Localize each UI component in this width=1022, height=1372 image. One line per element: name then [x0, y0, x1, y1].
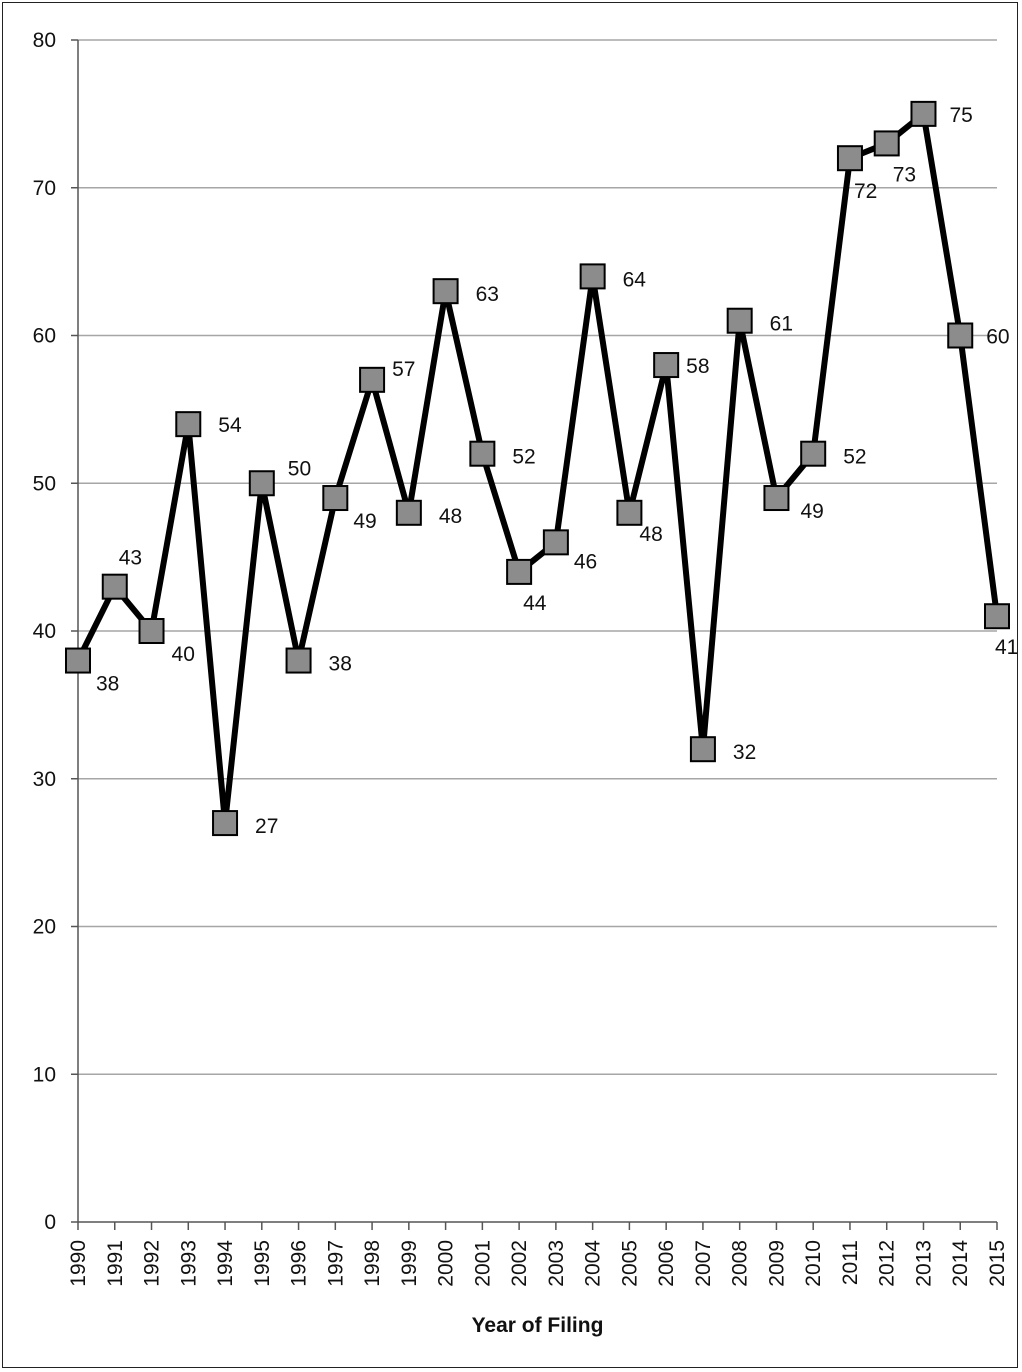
data-label-2007: 32: [733, 741, 756, 764]
data-point-1995: [248, 470, 275, 497]
x-tick-label-1993: 1993: [177, 1240, 200, 1287]
data-point-2014: [947, 322, 974, 349]
data-label-2009: 49: [800, 500, 823, 523]
data-label-2012: 73: [893, 163, 916, 186]
data-label-1994: 27: [255, 815, 278, 838]
data-label-1993: 54: [218, 414, 242, 437]
data-point-2013: [910, 100, 937, 127]
y-tick-label-50: 50: [33, 472, 56, 495]
y-tick-label-20: 20: [33, 916, 56, 939]
data-point-1997: [322, 485, 349, 512]
data-label-1999: 48: [439, 505, 462, 528]
data-point-2015: [984, 603, 1010, 630]
data-point-2005: [616, 499, 643, 526]
x-tick-label-2006: 2006: [655, 1240, 678, 1287]
data-label-1996: 38: [329, 653, 352, 676]
data-point-2012: [873, 130, 900, 157]
data-label-1992: 40: [172, 643, 195, 666]
y-tick-label-40: 40: [33, 620, 56, 643]
data-point-1990: [65, 647, 91, 674]
data-label-1991: 43: [119, 547, 142, 570]
y-tick-label-60: 60: [33, 325, 56, 348]
x-tick-label-1991: 1991: [104, 1240, 127, 1287]
x-tick-label-2015: 2015: [986, 1240, 1009, 1287]
data-point-1994: [212, 810, 239, 837]
data-point-2010: [800, 440, 827, 467]
y-tick-label-30: 30: [33, 768, 56, 791]
data-point-1999: [395, 499, 422, 526]
data-point-2009: [763, 485, 790, 512]
data-point-1991: [101, 573, 128, 600]
data-label-2003: 46: [574, 550, 597, 573]
x-tick-label-2007: 2007: [692, 1240, 715, 1287]
x-tick-label-2000: 2000: [435, 1240, 458, 1287]
x-tick-label-2004: 2004: [582, 1240, 605, 1287]
data-label-2000: 63: [476, 283, 499, 306]
data-label-2002: 44: [523, 592, 547, 615]
x-tick-label-1994: 1994: [214, 1240, 237, 1287]
x-tick-label-2002: 2002: [508, 1240, 531, 1287]
x-tick-label-2012: 2012: [876, 1240, 899, 1287]
x-tick-label-2010: 2010: [802, 1240, 825, 1287]
data-label-2015: 41: [995, 636, 1018, 659]
x-tick-label-1999: 1999: [398, 1240, 421, 1287]
data-label-2010: 52: [843, 446, 866, 469]
data-label-2001: 52: [512, 446, 535, 469]
data-label-1995: 50: [288, 457, 311, 480]
x-tick-label-1998: 1998: [361, 1240, 384, 1287]
data-point-2006: [653, 352, 680, 379]
data-point-1998: [359, 366, 386, 393]
x-tick-label-2013: 2013: [912, 1240, 935, 1287]
x-tick-label-1990: 1990: [67, 1240, 90, 1287]
data-label-2014: 60: [986, 326, 1009, 349]
x-tick-label-2001: 2001: [471, 1240, 494, 1287]
data-point-2000: [432, 278, 459, 305]
x-tick-label-2011: 2011: [839, 1240, 862, 1285]
x-tick-label-1992: 1992: [141, 1240, 164, 1287]
data-point-2001: [469, 440, 496, 467]
data-point-1993: [175, 411, 202, 438]
data-point-1996: [285, 647, 312, 674]
x-tick-label-1995: 1995: [251, 1240, 274, 1287]
y-tick-label-0: 0: [44, 1211, 56, 1234]
data-label-2013: 75: [949, 104, 972, 127]
data-point-2008: [726, 307, 753, 334]
y-tick-label-10: 10: [33, 1063, 56, 1086]
x-tick-label-2003: 2003: [545, 1240, 568, 1287]
x-axis-title: Year of Filing: [472, 1314, 604, 1337]
data-point-1992: [138, 618, 165, 644]
data-label-1998: 57: [392, 358, 415, 381]
y-tick-label-80: 80: [33, 29, 56, 52]
x-tick-label-2005: 2005: [618, 1240, 641, 1287]
series-line: [75, 108, 1000, 824]
data-point-2002: [506, 558, 533, 585]
x-tick-label-1996: 1996: [288, 1240, 311, 1287]
data-label-1997: 49: [353, 510, 376, 533]
data-label-2005: 48: [639, 523, 662, 546]
data-point-2011: [836, 145, 863, 172]
data-point-2007: [689, 736, 716, 763]
data-label-2008: 61: [770, 313, 793, 336]
data-label-1990: 38: [96, 673, 119, 696]
y-tick-label-70: 70: [33, 177, 56, 200]
x-tick-label-2014: 2014: [949, 1240, 972, 1287]
data-label-2006: 58: [686, 355, 709, 378]
data-label-2004: 64: [623, 268, 647, 291]
data-label-2011: 72: [854, 180, 877, 203]
data-point-2003: [542, 529, 569, 556]
data-point-2004: [579, 263, 606, 290]
x-tick-label-1997: 1997: [324, 1240, 347, 1287]
x-tick-label-2009: 2009: [765, 1240, 788, 1287]
x-tick-label-2008: 2008: [729, 1240, 752, 1287]
